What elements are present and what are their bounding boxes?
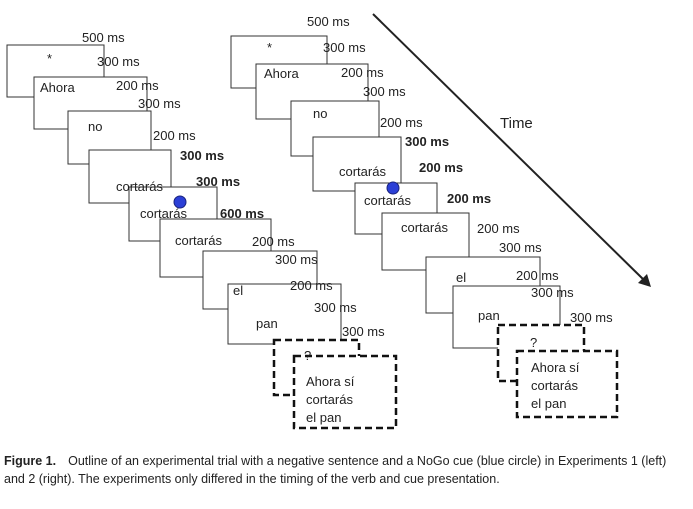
frame-word: no	[88, 119, 102, 134]
duration-label: 200 ms	[153, 128, 196, 143]
response-frame	[292, 354, 398, 430]
figure-caption: Figure 1. Outline of an experimental tria…	[4, 452, 690, 488]
final-sentence-line: Ahora sí	[531, 360, 580, 375]
final-sentence-line: Ahora sí	[306, 374, 355, 389]
trial-diagram: * Ahora no cortarás cortarás cortarás el pan? Ah…	[6, 13, 651, 430]
duration-label: 300 ms	[342, 324, 385, 339]
duration-label: 300 ms	[275, 252, 318, 267]
final-sentence-line: el pan	[531, 396, 566, 411]
question-mark: ?	[530, 335, 537, 350]
final-sentence-line: cortarás	[306, 392, 353, 407]
duration-label: 300 ms	[531, 285, 574, 300]
final-sentence-line: el pan	[306, 410, 341, 425]
duration-label: 500 ms	[82, 30, 125, 45]
frame-word: cortarás	[339, 164, 386, 179]
duration-label: 300 ms	[570, 310, 613, 325]
frame-word: cortarás	[175, 233, 222, 248]
duration-label: 200 ms	[419, 160, 463, 175]
duration-label: 300 ms	[196, 174, 240, 189]
duration-label: 200 ms	[516, 268, 559, 283]
duration-label: 200 ms	[447, 191, 491, 206]
frame-word: *	[267, 40, 272, 55]
experiment-1-sequence: * Ahora no cortarás cortarás cortarás el pan? Ah…	[6, 30, 398, 430]
nogo-cue	[386, 181, 400, 195]
frame-word: cortarás	[116, 179, 163, 194]
stimulus-frame	[227, 283, 342, 345]
duration-label: 500 ms	[307, 14, 350, 29]
caption-label: Figure 1.	[4, 454, 57, 468]
frame-word: cortarás	[140, 206, 187, 221]
duration-label: 200 ms	[252, 234, 295, 249]
duration-label: 300 ms	[138, 96, 181, 111]
stimulus-frame	[312, 136, 402, 192]
duration-label: 300 ms	[97, 54, 140, 69]
duration-label: 600 ms	[220, 206, 264, 221]
question-mark: ?	[304, 348, 311, 363]
frame-word: pan	[478, 308, 500, 323]
duration-label: 200 ms	[380, 115, 423, 130]
frame-word: pan	[256, 316, 278, 331]
nogo-cue	[173, 195, 187, 209]
duration-label: 300 ms	[180, 148, 224, 163]
experiment-2-sequence: * Ahora no cortarás cortarás cortarás el pan? Ah…	[230, 14, 619, 419]
time-arrow	[372, 13, 647, 283]
frame-word: el	[233, 283, 243, 298]
frame-word: Ahora	[264, 66, 299, 81]
duration-label: 300 ms	[314, 300, 357, 315]
frame-word: no	[313, 106, 327, 121]
frame-word: *	[47, 51, 52, 66]
duration-label: 200 ms	[341, 65, 384, 80]
duration-label: 200 ms	[477, 221, 520, 236]
response-frame	[515, 349, 619, 419]
time-label: Time	[500, 115, 533, 132]
frame-word: cortarás	[401, 220, 448, 235]
final-sentence-line: cortarás	[531, 378, 578, 393]
time-arrow-head	[638, 274, 651, 287]
caption-text: Outline of an experimental trial with a …	[4, 454, 667, 486]
duration-label: 200 ms	[116, 78, 159, 93]
duration-label: 200 ms	[290, 278, 333, 293]
frame-word: el	[456, 270, 466, 285]
duration-label: 300 ms	[499, 240, 542, 255]
duration-label: 300 ms	[363, 84, 406, 99]
duration-label: 300 ms	[405, 134, 449, 149]
frame-word: cortarás	[364, 193, 411, 208]
frame-word: Ahora	[40, 80, 75, 95]
duration-label: 300 ms	[323, 40, 366, 55]
